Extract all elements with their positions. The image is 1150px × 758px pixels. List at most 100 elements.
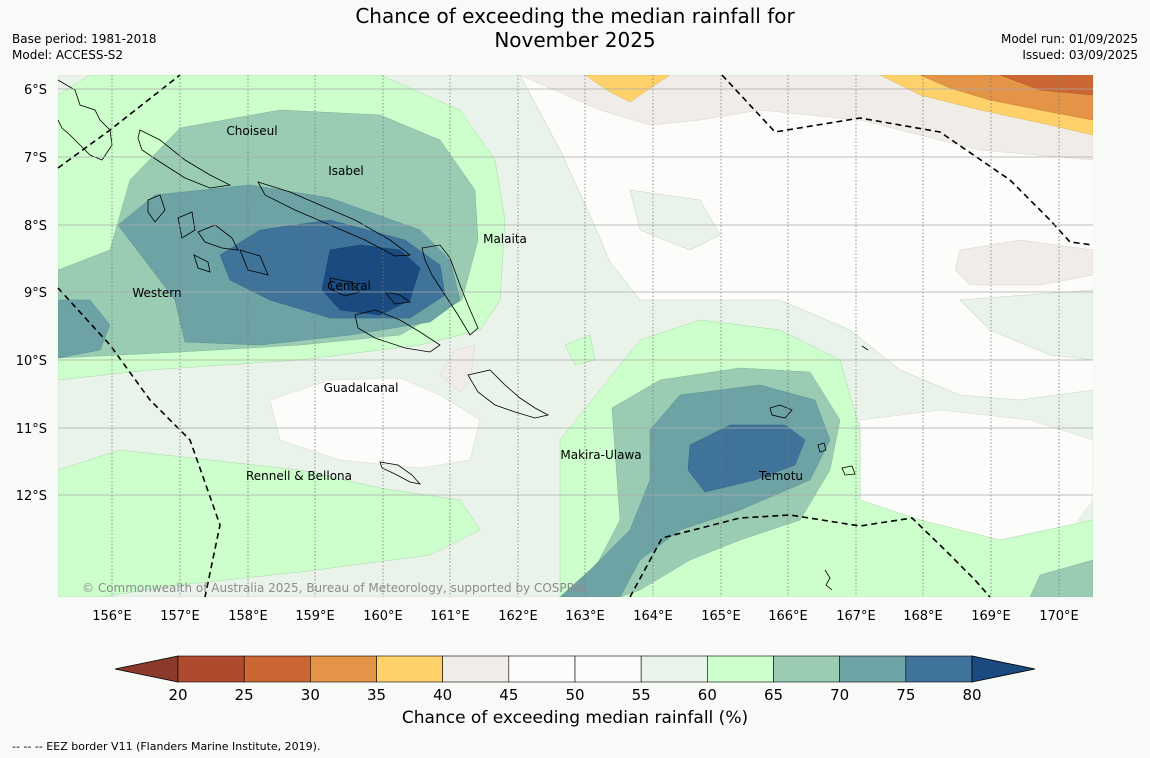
- region-labels: Choiseul Isabel Malaita Western Central …: [132, 124, 803, 483]
- island-choiseul: [137, 129, 232, 189]
- model-run: Model run: 01/09/2025: [1000, 32, 1138, 46]
- lon-label-163e: 163°E: [565, 609, 605, 624]
- title-line-2: November 2025: [494, 28, 656, 52]
- lat-label-8s: 8°S: [24, 219, 47, 234]
- lon-label-156e: 156°E: [92, 609, 132, 624]
- colorbar-tick-label: 35: [367, 686, 386, 704]
- lat-label-11s: 11°S: [16, 422, 47, 437]
- contour-80-plus: [321, 244, 421, 316]
- colorbar-swatch: [707, 655, 774, 683]
- colorbar-tick-label: 30: [301, 686, 320, 704]
- colorbar-extend-high: [971, 655, 1036, 683]
- colorbar-swatch: [905, 655, 973, 683]
- colorbar-tick-label: 40: [433, 686, 452, 704]
- lat-label-10s: 10°S: [16, 354, 47, 369]
- lon-label-166e: 166°E: [768, 609, 808, 624]
- lon-label-167e: 167°E: [836, 609, 876, 624]
- eez-border-south: [629, 514, 991, 598]
- lon-label-165e: 165°E: [701, 609, 741, 624]
- colorbar-swatch: [574, 655, 642, 683]
- lon-label-170e: 170°E: [1039, 609, 1079, 624]
- colorbar-swatch: [839, 655, 907, 683]
- lon-label-159e: 159°E: [295, 609, 335, 624]
- colorbar-extend-low: [114, 655, 179, 683]
- meta-left: Base period: 1981-2018 Model: ACCESS-S2: [12, 31, 157, 63]
- eez-border-ne: [721, 74, 1094, 246]
- title-line-1: Chance of exceeding the median rainfall …: [355, 4, 795, 28]
- lat-label-7s: 7°S: [24, 151, 47, 166]
- colorbar-tick-label: 80: [962, 686, 981, 704]
- island-santa-cruz: [769, 404, 856, 476]
- region-label-guadalcanal: Guadalcanal: [324, 381, 399, 395]
- island-small-east: [824, 345, 869, 591]
- region-label-malaita: Malaita: [483, 232, 527, 246]
- colorbar-tick-label: 70: [830, 686, 849, 704]
- eez-border-note: -- -- -- EEZ border V11 (Flanders Marine…: [12, 740, 321, 753]
- contour-70-75-west: [58, 299, 111, 359]
- island-makira: [467, 369, 550, 419]
- island-central-group: [329, 277, 412, 305]
- base-period: Base period: 1981-2018: [12, 32, 157, 46]
- lon-label-168e: 168°E: [903, 609, 943, 624]
- colorbar: 20 25 30 35 40 45 50 55 60 65 70 75 80: [114, 655, 1036, 704]
- parallel-lines: [58, 88, 1093, 496]
- colorbar-swatch: [773, 655, 840, 683]
- lat-axis: 6°S 7°S 8°S 9°S 10°S 11°S 12°S: [16, 83, 47, 504]
- contour-layer: [58, 75, 1093, 597]
- colorbar-swatch: [376, 655, 443, 683]
- eez-border-west: [57, 287, 221, 598]
- issued-date: Issued: 03/09/2025: [1022, 48, 1138, 62]
- island-malaita: [421, 244, 479, 336]
- colorbar-swatch: [508, 655, 576, 683]
- colorbar-label: Chance of exceeding median rainfall (%): [401, 708, 749, 728]
- region-label-western: Western: [132, 286, 181, 300]
- colorbar-swatch: [310, 655, 377, 683]
- lon-label-164e: 164°E: [633, 609, 673, 624]
- region-label-rennell-bellona: Rennell & Bellona: [246, 469, 352, 483]
- colorbar-tick-label: 50: [565, 686, 584, 704]
- lat-label-12s: 12°S: [16, 489, 47, 504]
- colorbar-tick-label: 65: [764, 686, 783, 704]
- contour-65-70-corner: [1029, 559, 1093, 597]
- island-isabel: [257, 181, 412, 257]
- island-new-georgia: [147, 194, 269, 276]
- island-guadalcanal: [354, 309, 441, 353]
- region-label-central: Central: [327, 279, 371, 293]
- colorbar-swatch: [640, 655, 708, 683]
- contour-40-45-east: [954, 239, 1093, 286]
- lon-axis: 156°E 157°E 158°E 159°E 160°E 161°E 162°…: [92, 609, 1079, 624]
- colorbar-ticks: 20 25 30 35 40 45 50 55 60 65 70 75 80: [168, 686, 981, 704]
- lon-label-169e: 169°E: [971, 609, 1011, 624]
- lat-label-9s: 9°S: [24, 286, 47, 301]
- contour-35-40-north: [584, 75, 671, 103]
- region-label-makira-ulawa: Makira-Ulawa: [560, 448, 641, 462]
- contour-50-55-south: [269, 377, 481, 469]
- colorbar-tick-label: 25: [235, 686, 254, 704]
- meta-right: Model run: 01/09/2025 Issued: 03/09/2025: [1001, 31, 1138, 63]
- colorbar-tick-label: 75: [896, 686, 915, 704]
- lon-label-161e: 161°E: [430, 609, 470, 624]
- island-rennell: [379, 461, 422, 485]
- lon-label-158e: 158°E: [228, 609, 268, 624]
- colorbar-tick-label: 20: [168, 686, 187, 704]
- rainfall-map: 6°S 7°S 8°S 9°S 10°S 11°S 12°S 156°E 157…: [16, 74, 1094, 624]
- model-name: Model: ACCESS-S2: [12, 48, 124, 62]
- colorbar-tick-label: 45: [499, 686, 518, 704]
- copyright-text: © Commonwealth of Australia 2025, Bureau…: [82, 581, 587, 595]
- coastlines: [57, 79, 869, 591]
- lon-label-162e: 162°E: [498, 609, 538, 624]
- colorbar-tick-label: 60: [698, 686, 717, 704]
- region-label-choiseul: Choiseul: [226, 124, 277, 138]
- colorbar-swatches: [114, 655, 1036, 683]
- lon-label-157e: 157°E: [160, 609, 200, 624]
- colorbar-swatch: [243, 655, 311, 683]
- region-label-temotu: Temotu: [758, 469, 803, 483]
- colorbar-swatch: [442, 655, 510, 683]
- colorbar-swatch: [177, 655, 245, 683]
- contour-25-30-ne: [999, 75, 1093, 96]
- contour-55-60-east: [629, 189, 721, 251]
- lat-label-6s: 6°S: [24, 83, 47, 98]
- map-title: Chance of exceeding the median rainfall …: [300, 4, 850, 52]
- region-label-isabel: Isabel: [328, 164, 363, 178]
- meridian-lines: [111, 75, 1060, 597]
